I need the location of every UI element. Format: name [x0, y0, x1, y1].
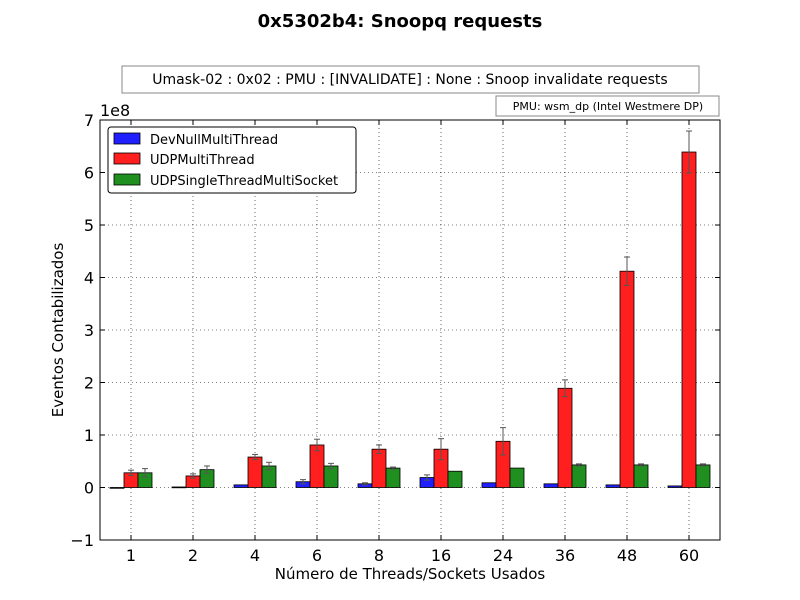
x-tick-label: 60 — [679, 546, 699, 565]
udp-singlethread-bar — [385, 467, 401, 488]
y-tick-label: 6 — [84, 164, 94, 183]
x-tick-label: 4 — [250, 546, 260, 565]
subtitle-box — [121, 65, 700, 94]
chart-title: 0x5302b4: Snoopq requests — [258, 11, 543, 32]
pmu-annotation: PMU: wsm_dp (Intel Westmere DP) — [513, 100, 703, 113]
devnull-bar — [171, 486, 187, 489]
devnull-bar — [605, 484, 621, 488]
y-tick-label: 7 — [84, 111, 94, 130]
udp-singlethread-bar — [447, 470, 463, 488]
legend-label-udp-single: UDPSingleThreadMultiSocket — [150, 174, 338, 189]
pmu-annotation-box — [495, 95, 720, 117]
x-tick-label: 36 — [555, 546, 575, 565]
y-tick-label: 1 — [84, 426, 94, 445]
x-tick-label: 16 — [431, 546, 451, 565]
devnull-bar — [543, 483, 559, 488]
y-tick-label: 2 — [84, 374, 94, 393]
y-tick-label: 5 — [84, 216, 94, 235]
x-tick-label: 8 — [374, 546, 384, 565]
udp-singlethread-bar — [323, 465, 339, 488]
legend-swatch-udp-single — [113, 173, 141, 186]
y-tick-label: 4 — [84, 269, 94, 288]
y-multiplier-label: 1e8 — [100, 101, 130, 120]
devnull-bar — [233, 484, 249, 488]
legend-box — [107, 126, 357, 194]
error-bars — [128, 130, 706, 486]
y-axis-label: Eventos Contabilizados — [49, 243, 67, 418]
udp-multithread-bar — [371, 448, 387, 488]
devnull-bar — [667, 485, 683, 488]
legend-swatch-udp-multi — [113, 152, 141, 165]
udp-multithread-bar — [309, 444, 325, 488]
x-tick-label: 1 — [126, 546, 136, 565]
legend-label-devnull: DevNullMultiThread — [150, 133, 278, 148]
y-tick-label: −1 — [70, 531, 94, 550]
x-axis-label: Número de Threads/Sockets Usados — [275, 565, 546, 583]
y-tick-label: 3 — [84, 321, 94, 340]
y-tick-label: 0 — [84, 479, 94, 498]
bars — [109, 151, 711, 489]
devnull-bar — [481, 482, 497, 488]
udp-singlethread-bar — [509, 467, 525, 488]
udp-multithread-bar — [681, 151, 697, 488]
legend-swatch-devnull — [113, 132, 141, 145]
udp-multithread-bar — [557, 387, 573, 488]
udp-multithread-bar — [247, 456, 263, 488]
udp-multithread-bar — [619, 270, 635, 488]
legend-label-udp-multi: UDPMultiThread — [150, 153, 255, 168]
udp-singlethread-bar — [695, 464, 711, 488]
x-tick-label: 24 — [493, 546, 513, 565]
chart-subtitle: Umask-02 : 0x02 : PMU : [INVALIDATE] : N… — [152, 72, 667, 88]
devnull-bar — [109, 487, 125, 489]
x-tick-label: 2 — [188, 546, 198, 565]
udp-singlethread-bar — [571, 464, 587, 488]
udp-singlethread-bar — [633, 464, 649, 488]
x-tick-label: 48 — [617, 546, 637, 565]
x-tick-label: 6 — [312, 546, 322, 565]
legend: DevNullMultiThread UDPMultiThread UDPSin… — [107, 126, 357, 194]
